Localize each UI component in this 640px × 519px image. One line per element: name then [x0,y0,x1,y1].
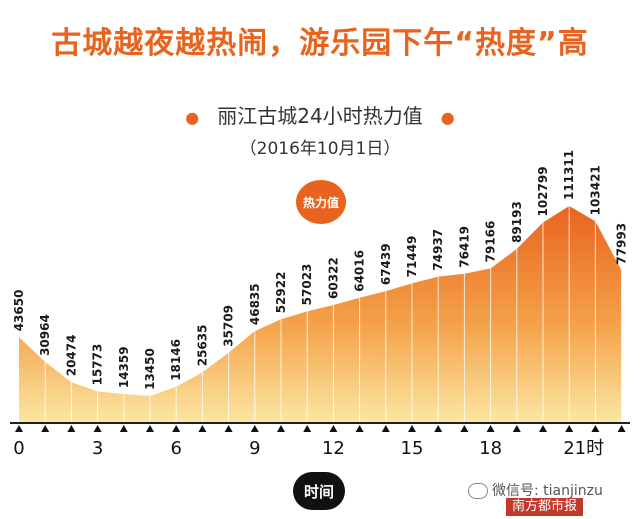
chart-title: 丽江古城24小时热力值 [217,104,423,128]
x-tick-marker [224,425,233,432]
data-value-label: 103421 [588,165,602,215]
data-value-label: 46835 [248,283,262,325]
bullet-icon: ● [440,108,455,127]
heat-area [19,206,622,422]
wechat-id: 微信号: tianjinzu [492,483,603,499]
wechat-watermark: 微信号: tianjinzu [468,480,603,500]
x-tick-marker [250,425,259,432]
x-tick-marker [198,425,207,432]
chart-date: （2016年10月1日） [239,139,401,159]
x-tick-label: 18 [479,438,502,459]
heat-value-badge: 热力值 [296,180,346,224]
x-tick-marker [617,425,626,432]
data-value-label: 67439 [379,243,393,285]
x-tick-marker [408,425,416,432]
data-value-label: 64016 [353,250,367,292]
x-tick-marker [381,425,390,432]
data-value-label: 57023 [300,264,314,306]
x-tick-label: 9 [249,438,260,459]
newspaper-logo: 南方都市报 [506,498,584,516]
x-tick-label: 6 [170,438,181,459]
x-tick-label: 12 [322,438,345,459]
x-tick-marker [146,425,154,432]
x-tick-label: 15 [401,438,424,459]
data-value-label: 76419 [457,226,471,268]
x-tick-marker [277,425,285,432]
x-tick-marker [172,425,181,432]
headline: 古城越夜越热闹，游乐园下午“热度”高 [51,26,589,61]
x-tick-label: 21时 [563,438,604,459]
wechat-icon [468,483,488,499]
data-value-label: 52922 [274,272,288,314]
x-axis-label: 时间 [293,472,345,510]
x-tick-label: 3 [92,438,103,459]
x-tick-marker [93,425,102,432]
data-value-label: 20474 [64,335,78,377]
x-tick-marker [303,425,312,432]
data-value-label: 18146 [169,339,183,381]
data-value-label: 74937 [431,229,445,271]
data-value-label: 25635 [195,325,209,367]
data-value-label: 77993 [615,223,629,265]
x-tick-marker [512,425,521,432]
data-value-label: 71449 [405,236,419,278]
x-tick-marker [486,425,495,432]
data-value-label: 30964 [38,314,52,356]
bullet-icon: ● [185,108,200,127]
data-value-label: 102799 [536,166,550,216]
x-tick-label: 0 [13,438,24,459]
x-tick-marker [67,425,76,432]
x-tick-marker [460,425,469,432]
chart-subtitle: ● 丽江古城24小时热力值 ● [0,100,640,129]
x-tick-marker [565,425,574,432]
data-value-label: 14359 [117,346,131,388]
x-tick-marker [539,425,547,432]
data-value-label: 43650 [12,290,26,332]
data-value-label: 111311 [562,150,576,200]
data-value-label: 15773 [91,344,105,386]
data-value-label: 35709 [222,305,236,347]
data-value-label: 89193 [510,201,524,243]
x-tick-marker [119,425,128,432]
x-tick-marker [329,425,338,432]
x-tick-marker [15,425,23,432]
x-tick-marker [355,425,364,432]
data-value-label: 13450 [143,348,157,390]
x-tick-marker [591,425,600,432]
x-tick-marker [434,425,443,432]
data-value-label: 79166 [484,221,498,263]
data-value-label: 60322 [326,257,340,299]
x-tick-marker [41,425,50,432]
